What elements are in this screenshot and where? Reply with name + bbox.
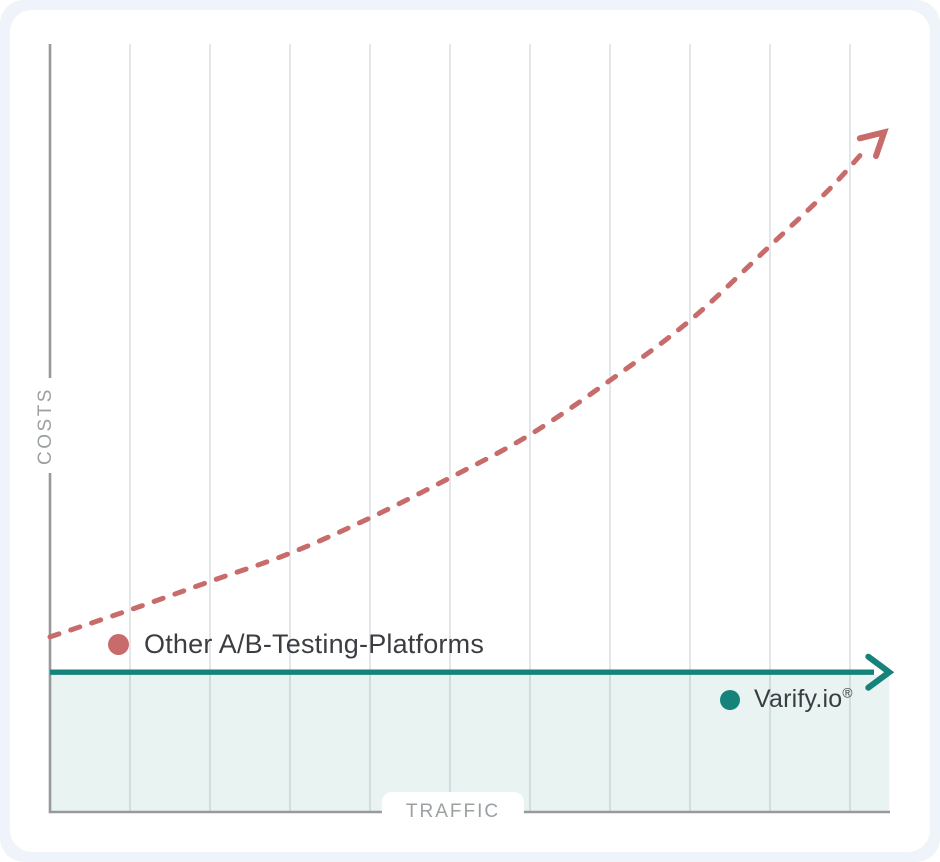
- axes: [48, 44, 890, 814]
- legend-other-platforms: Other A/B-Testing-Platforms: [108, 629, 484, 660]
- varify-line: [50, 653, 895, 691]
- chart-card: [10, 10, 930, 852]
- red-dot-icon: [108, 634, 129, 655]
- teal-dot-icon: [720, 689, 740, 710]
- legend-varify-label: Varify.io®: [754, 685, 853, 713]
- legend-varify: Varify.io®: [720, 685, 853, 714]
- varify-area-fill: [51, 674, 890, 811]
- other-platforms-curve: [47, 128, 889, 640]
- y-axis-label: COSTS: [35, 387, 56, 465]
- registered-trademark-icon: ®: [842, 685, 853, 701]
- legend-other-platforms-label: Other A/B-Testing-Platforms: [144, 629, 485, 659]
- gridlines: [129, 44, 851, 811]
- x-axis-label: TRAFFIC: [381, 792, 525, 832]
